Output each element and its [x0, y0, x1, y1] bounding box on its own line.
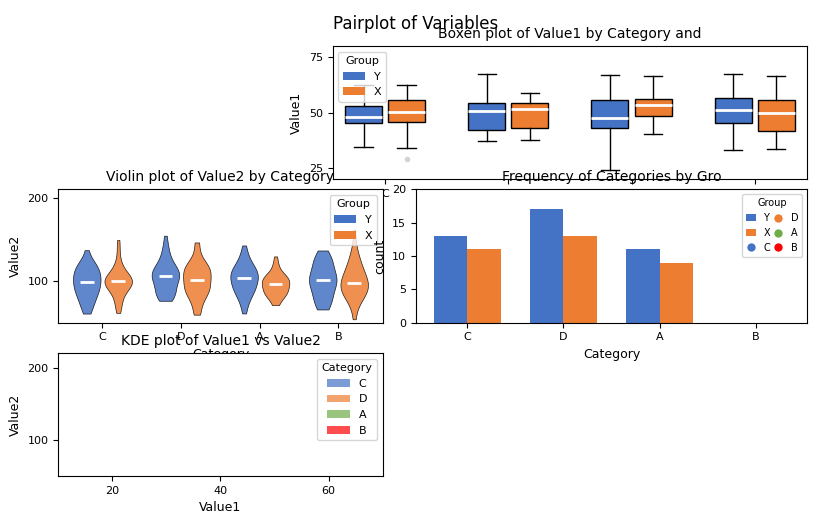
Title: Frequency of Categories by Gro: Frequency of Categories by Gro [502, 170, 721, 184]
Title: Boxen plot of Value1 by Category and: Boxen plot of Value1 by Category and [438, 27, 701, 41]
PathPatch shape [715, 98, 751, 123]
PathPatch shape [592, 100, 628, 129]
Bar [530, 209, 563, 323]
Title: KDE plot of Value1 vs Value2: KDE plot of Value1 vs Value2 [121, 334, 320, 348]
Bar [626, 249, 660, 323]
PathPatch shape [345, 106, 382, 123]
PathPatch shape [635, 99, 671, 116]
Y-axis label: Value2: Value2 [9, 394, 22, 436]
Legend: Y, X, C, D, A, B: Y, X, C, D, A, B [742, 194, 802, 257]
Bar [433, 236, 468, 323]
Legend: Y, X: Y, X [339, 52, 386, 102]
PathPatch shape [512, 103, 548, 128]
Bar [660, 263, 693, 323]
PathPatch shape [758, 100, 795, 131]
X-axis label: Category: Category [583, 348, 640, 361]
Legend: C, D, A, B: C, D, A, B [317, 359, 377, 440]
X-axis label: Category: Category [542, 204, 598, 218]
Y-axis label: count: count [374, 239, 387, 273]
Y-axis label: Value1: Value1 [290, 92, 304, 134]
PathPatch shape [468, 102, 505, 130]
Title: Violin plot of Value2 by Category: Violin plot of Value2 by Category [106, 170, 334, 184]
X-axis label: Value1: Value1 [200, 501, 241, 512]
Bar [468, 249, 501, 323]
Legend: Y, X: Y, X [329, 195, 377, 245]
PathPatch shape [389, 99, 425, 122]
X-axis label: Category: Category [192, 348, 249, 361]
Y-axis label: Value2: Value2 [9, 235, 22, 277]
Text: Pairplot of Variables: Pairplot of Variables [334, 15, 498, 33]
Bar [563, 236, 597, 323]
